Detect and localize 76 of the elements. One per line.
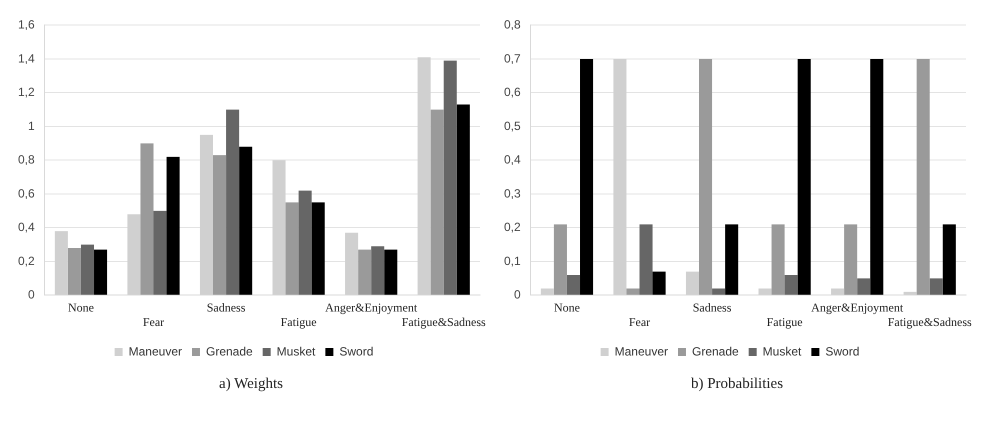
- bar: [580, 58, 594, 295]
- legend-label: Musket: [762, 344, 802, 358]
- bar: [430, 110, 444, 295]
- bar: [239, 146, 252, 295]
- y-tick-label: 0,7: [504, 51, 521, 66]
- x-tick-label: Anger&Enjoyment: [811, 300, 904, 315]
- y-tick-label: 1,2: [18, 85, 35, 100]
- y-tick-label: 0,4: [18, 220, 35, 234]
- x-tick-label: Fatigue: [766, 314, 803, 329]
- y-tick-label: 0: [514, 288, 521, 302]
- bar: [566, 274, 580, 295]
- legend-label: Maneuver: [614, 344, 668, 358]
- bar: [784, 274, 798, 295]
- x-tick-label: Sadness: [692, 300, 732, 315]
- y-tick-label: 1: [28, 118, 35, 133]
- bar: [456, 104, 470, 295]
- bar: [154, 210, 167, 295]
- bar: [870, 58, 884, 295]
- y-tick-label: 0,8: [504, 18, 521, 32]
- bar: [68, 248, 81, 295]
- bar: [166, 156, 180, 295]
- legend-label: Musket: [276, 344, 316, 358]
- bar: [772, 224, 785, 295]
- text: a) Weights: [219, 376, 283, 393]
- y-tick-label: 0,3: [504, 186, 521, 200]
- y-tick-label: 0,5: [504, 118, 521, 133]
- y-tick-label: 0,4: [504, 152, 521, 167]
- text: b) Probabilities: [690, 376, 784, 393]
- bar: [213, 155, 226, 295]
- bar: [916, 58, 930, 295]
- bar: [640, 224, 653, 295]
- x-tick-label: Fatigue&Sadness: [888, 314, 972, 329]
- bar: [942, 224, 956, 295]
- y-tick-label: 0,8: [18, 152, 35, 167]
- bar: [80, 244, 94, 295]
- bar: [626, 288, 640, 295]
- bar: [699, 58, 712, 295]
- bar: [844, 224, 858, 295]
- legend-label: Grenade: [692, 344, 740, 358]
- y-tick-label: 0,1: [504, 254, 521, 268]
- y-tick-label: 0,6: [504, 85, 521, 100]
- x-tick-label: Sadness: [206, 300, 246, 315]
- y-tick-label: 0: [28, 288, 35, 302]
- bar: [226, 110, 240, 295]
- bar: [798, 58, 811, 295]
- bar: [930, 278, 943, 295]
- bar: [652, 272, 666, 295]
- legend-label: Grenade: [206, 344, 254, 358]
- bar: [94, 250, 108, 295]
- bar: [298, 190, 312, 295]
- y-tick-label: 0,2: [18, 254, 35, 268]
- bar: [712, 288, 726, 295]
- x-tick-label: Fear: [142, 314, 164, 329]
- x-tick-label: Fatigue: [280, 314, 317, 329]
- y-tick-label: 1,4: [18, 51, 35, 66]
- bar: [312, 202, 325, 295]
- y-tick-label: 0,6: [18, 186, 35, 200]
- bar: [371, 246, 384, 295]
- x-tick-label: Anger&Enjoyment: [325, 300, 418, 315]
- x-tick-label: None: [554, 300, 580, 315]
- bar: [857, 278, 870, 295]
- bar: [140, 143, 154, 295]
- bar: [725, 224, 738, 295]
- bar: [384, 250, 398, 295]
- bar: [286, 202, 299, 295]
- legend-label: Sword: [339, 344, 374, 358]
- bar: [444, 60, 457, 295]
- y-tick-label: 1,6: [18, 18, 35, 32]
- x-tick-label: Fatigue&Sadness: [402, 314, 486, 329]
- x-tick-label: None: [68, 300, 94, 315]
- legend-label: Sword: [825, 344, 860, 358]
- y-tick-label: 0,2: [504, 220, 521, 234]
- legend-label: Maneuver: [128, 344, 182, 358]
- bar: [358, 250, 372, 295]
- bar: [554, 224, 567, 295]
- x-tick-label: Fear: [628, 314, 650, 329]
